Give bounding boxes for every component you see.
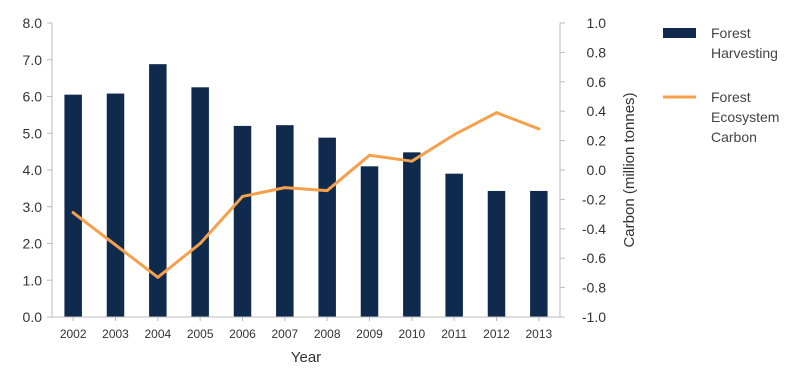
line-point-2013 bbox=[537, 127, 541, 131]
x-axis-title: Year bbox=[291, 349, 321, 366]
line-point-2004 bbox=[156, 275, 160, 279]
legend-label-forest-harvesting: Forest bbox=[711, 25, 751, 41]
line-point-2009 bbox=[368, 153, 371, 157]
bar-2012 bbox=[487, 190, 506, 317]
legend: Forest Harvesting Forest Ecosystem Carbon bbox=[663, 25, 779, 145]
line-point-2011 bbox=[452, 133, 456, 137]
axes-group: 0.0 1.0 2.0 3.0 4.0 5.0 6.0 7.0 8.0 -1.0 -0.8 -0.6 -… bbox=[23, 15, 607, 341]
x-tick-label: 2012 bbox=[483, 327, 510, 341]
bar-2010 bbox=[403, 152, 421, 317]
right-tick-label: -0.4 bbox=[582, 221, 606, 237]
x-tick-label: 2007 bbox=[271, 327, 298, 341]
right-tick-label: -0.8 bbox=[582, 280, 606, 296]
line-point-2002 bbox=[71, 211, 75, 215]
right-tick-label: 0.0 bbox=[587, 162, 607, 178]
x-tick-label: 2008 bbox=[314, 327, 341, 341]
right-tick-label: -1.0 bbox=[582, 309, 606, 325]
left-tick-label: 0.0 bbox=[23, 309, 43, 325]
legend-label-forest-ecosystem-carbon: Carbon bbox=[711, 129, 757, 145]
labels-group: Year Carbon (million tonnes) bbox=[291, 92, 638, 366]
right-tick-label: 0.6 bbox=[587, 74, 607, 90]
legend-swatch-bar bbox=[663, 28, 696, 38]
left-tick-label: 4.0 bbox=[23, 162, 43, 178]
right-tick-label: -0.6 bbox=[582, 250, 606, 266]
legend-label-forest-harvesting: Harvesting bbox=[711, 45, 778, 61]
line-point-2007 bbox=[283, 186, 287, 190]
line-point-2006 bbox=[241, 194, 244, 198]
right-tick-label: -0.2 bbox=[582, 191, 606, 207]
right-tick-label: 0.4 bbox=[587, 103, 607, 119]
x-tick-label: 2013 bbox=[525, 327, 552, 341]
right-tick-label: 0.8 bbox=[587, 44, 607, 60]
x-tick-label: 2006 bbox=[229, 327, 256, 341]
left-tick-label: 7.0 bbox=[23, 52, 43, 68]
right-tick-label: 0.2 bbox=[587, 133, 607, 149]
series-line-forest-ecosystem-carbon bbox=[71, 111, 541, 279]
right-tick-label: 1.0 bbox=[587, 15, 607, 31]
x-tick-label: 2003 bbox=[102, 327, 129, 341]
x-tick-label: 2011 bbox=[441, 327, 467, 341]
bar-2013 bbox=[530, 190, 548, 317]
bar-2002 bbox=[64, 94, 82, 317]
bar-2006 bbox=[233, 125, 252, 318]
legend-label-forest-ecosystem-carbon: Forest bbox=[711, 89, 751, 105]
bar-2003 bbox=[106, 93, 125, 317]
bar-2009 bbox=[360, 166, 379, 317]
x-tick-label: 2010 bbox=[398, 327, 425, 341]
left-tick-label: 1.0 bbox=[23, 272, 43, 288]
bars-group bbox=[64, 64, 548, 318]
line-point-2012 bbox=[495, 111, 498, 115]
right-axis-title: Carbon (million tonnes) bbox=[621, 92, 638, 247]
x-tick-label: 2002 bbox=[60, 327, 87, 341]
line-point-2005 bbox=[198, 242, 202, 245]
line-point-2003 bbox=[114, 243, 117, 247]
bar-2008 bbox=[318, 137, 336, 317]
line-group bbox=[71, 111, 541, 279]
x-tick-label: 2009 bbox=[356, 327, 383, 341]
left-tick-label: 2.0 bbox=[23, 236, 43, 252]
line-point-2010 bbox=[410, 159, 414, 163]
left-tick-label: 6.0 bbox=[23, 89, 43, 105]
x-tick-label: 2004 bbox=[144, 327, 171, 341]
legend-label-forest-ecosystem-carbon: Ecosystem bbox=[711, 109, 779, 125]
x-tick-label: 2005 bbox=[187, 327, 214, 341]
left-tick-label: 5.0 bbox=[23, 125, 43, 141]
bar-2004 bbox=[149, 64, 167, 317]
bar-2007 bbox=[276, 125, 294, 317]
bar-2011 bbox=[445, 173, 463, 317]
line-point-2008 bbox=[325, 189, 329, 193]
left-tick-label: 3.0 bbox=[23, 199, 43, 215]
bar-2005 bbox=[191, 87, 209, 317]
left-tick-label: 8.0 bbox=[23, 15, 43, 31]
